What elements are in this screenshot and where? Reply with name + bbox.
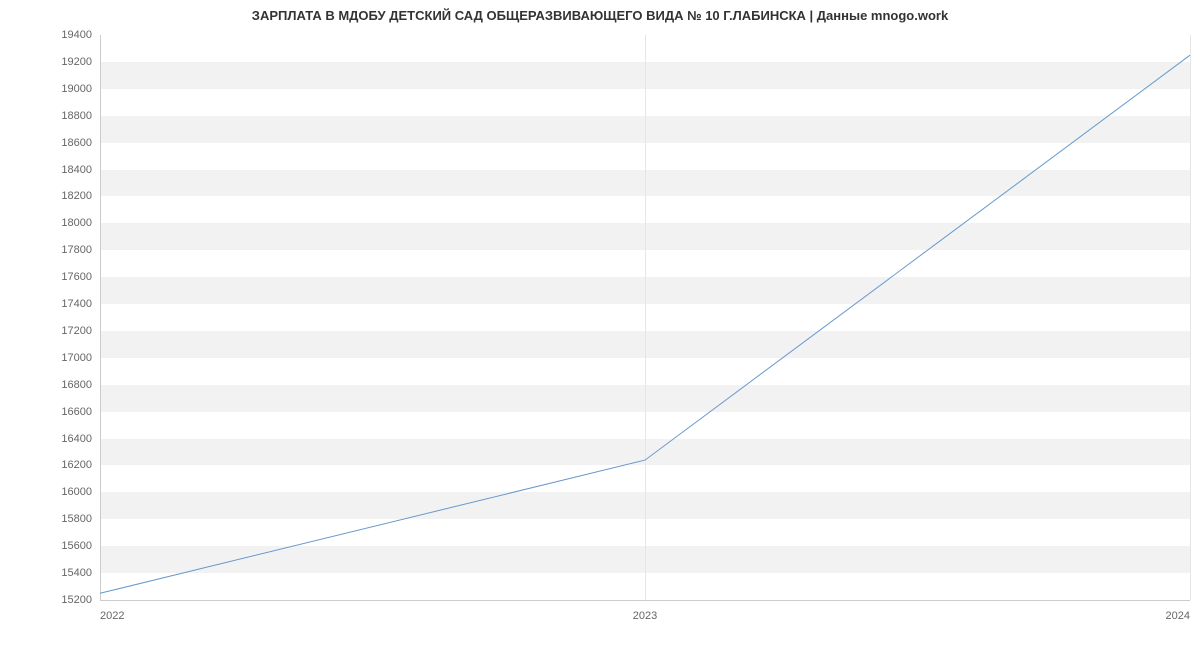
y-tick-label: 16200 [0,459,92,471]
y-tick-label: 17800 [0,244,92,256]
y-tick-label: 15200 [0,594,92,606]
y-tick-label: 18400 [0,164,92,176]
x-gridline [1190,35,1191,600]
x-tick-label: 2023 [633,610,657,622]
y-tick-label: 17000 [0,352,92,364]
x-tick-label: 2024 [1166,610,1190,622]
salary-line-chart: ЗАРПЛАТА В МДОБУ ДЕТСКИЙ САД ОБЩЕРАЗВИВА… [0,0,1200,650]
y-tick-label: 16000 [0,486,92,498]
y-tick-label: 16600 [0,406,92,418]
y-tick-label: 15800 [0,513,92,525]
x-tick-label: 2022 [100,610,124,622]
x-axis-line [100,600,1190,601]
y-tick-label: 19400 [0,29,92,41]
y-tick-label: 16400 [0,433,92,445]
y-tick-label: 16800 [0,379,92,391]
y-tick-label: 15600 [0,540,92,552]
y-tick-label: 17400 [0,298,92,310]
y-tick-label: 17200 [0,325,92,337]
y-tick-label: 17600 [0,271,92,283]
y-tick-label: 15400 [0,567,92,579]
y-tick-label: 18800 [0,110,92,122]
y-tick-label: 18200 [0,190,92,202]
plot-area [100,35,1190,600]
chart-title: ЗАРПЛАТА В МДОБУ ДЕТСКИЙ САД ОБЩЕРАЗВИВА… [0,8,1200,23]
y-tick-label: 19000 [0,83,92,95]
y-tick-label: 19200 [0,56,92,68]
y-tick-label: 18000 [0,217,92,229]
y-tick-label: 18600 [0,137,92,149]
salary-line [100,55,1190,593]
line-layer [100,35,1190,600]
